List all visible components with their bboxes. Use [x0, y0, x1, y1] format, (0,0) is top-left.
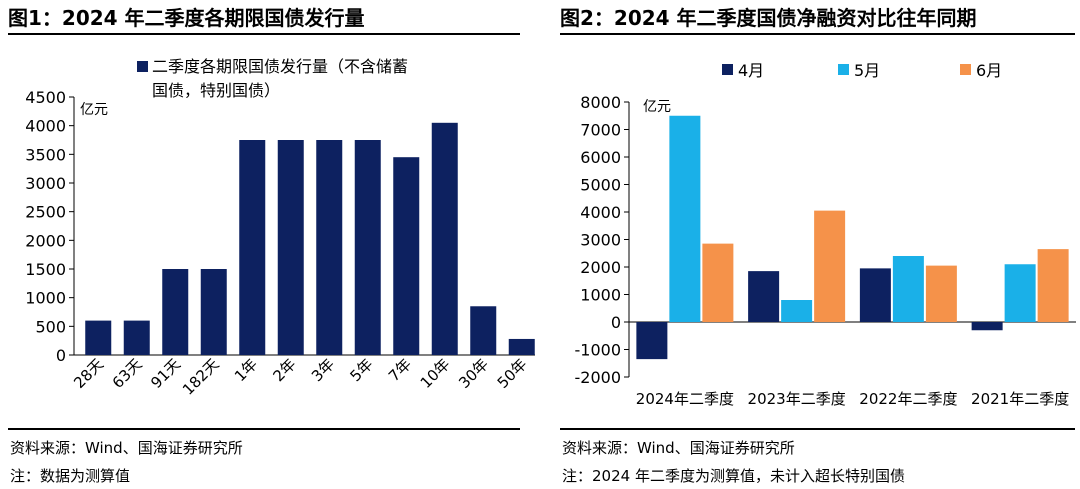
bar: [239, 140, 266, 355]
bar: [669, 115, 701, 322]
y-tick-label: 8000: [580, 93, 621, 112]
bar: [470, 306, 497, 355]
bar: [748, 271, 780, 322]
x-tick-label: 2021年二季度: [971, 390, 1069, 408]
y-tick-label: 2000: [25, 231, 66, 250]
y-tick-label: 4000: [580, 203, 621, 222]
y-tick-label: 4500: [25, 88, 66, 107]
bar: [316, 140, 343, 355]
bar: [636, 322, 668, 360]
right-footnote: 注：2024 年二季度为测算值，未计入超长特别国债: [562, 467, 905, 485]
legend-label: 二季度各期限国债发行量（不含储蓄: [152, 57, 408, 76]
bar: [1004, 264, 1036, 322]
y-tick-label: 1000: [25, 289, 66, 308]
right-bar-chart: -2000 -1000 0 1000 2000 3000 4000 5000 6000 7000 8…: [575, 61, 1076, 408]
y-tick-label: 7000: [580, 121, 621, 140]
y-tick-label: 6000: [580, 148, 621, 167]
y-tick-label: 3000: [25, 174, 66, 193]
y-tick-label: 2000: [580, 258, 621, 277]
x-tick-label: 2024年二季度: [636, 390, 734, 408]
bar: [892, 256, 924, 322]
bar: [781, 300, 813, 322]
legend-swatch: [838, 64, 849, 75]
left-source-note: 资料来源：Wind、国海证券研究所: [10, 439, 243, 457]
legend-swatch: [722, 64, 733, 75]
y-tick-label: 1500: [25, 260, 66, 279]
y-tick-label: 3000: [580, 231, 621, 250]
x-tick-label: 2022年二季度: [859, 390, 957, 408]
bar: [508, 338, 535, 355]
left-footnote: 注：数据为测算值: [10, 467, 131, 485]
y-tick-label: 4000: [25, 117, 66, 136]
y-tick-label: 500: [35, 317, 66, 336]
y-tick-label: -1000: [575, 341, 622, 360]
y-tick-label: 0: [611, 313, 621, 332]
bar: [162, 269, 189, 355]
legend-label: 4月: [738, 61, 764, 80]
right-footer-rule: [560, 428, 1075, 430]
bar: [85, 320, 112, 355]
bar: [431, 122, 458, 355]
legend-label: 6月: [976, 61, 1002, 80]
y-tick-label: 3500: [25, 145, 66, 164]
left-footer-rule: [8, 428, 520, 430]
y-tick-label: 5000: [580, 176, 621, 195]
bar: [393, 157, 420, 355]
bar: [971, 322, 1003, 331]
left-chart-title: 图1：2024 年二季度各期限国债发行量: [8, 6, 365, 30]
legend-swatch: [137, 61, 148, 72]
bar: [354, 140, 381, 355]
y-tick-label: -2000: [575, 368, 622, 387]
y-tick-label: 1000: [580, 286, 621, 305]
bar: [702, 243, 734, 322]
y-tick-label: 2500: [25, 203, 66, 222]
legend-label-continued: 国债，特别国债）: [152, 81, 280, 100]
bar: [123, 320, 150, 355]
right-chart-title: 图2：2024 年二季度国债净融资对比往年同期: [560, 6, 977, 30]
bar: [277, 140, 304, 355]
left-title-rule: [8, 33, 520, 35]
bar: [200, 269, 227, 355]
y-tick-label: 0: [56, 346, 66, 365]
left-bar-chart: 050010001500200025003000350040004500亿元28…: [25, 57, 535, 399]
right-title-rule: [560, 33, 1075, 35]
y-unit-label: 亿元: [643, 99, 671, 115]
bar: [814, 210, 846, 322]
right-source-note: 资料来源：Wind、国海证券研究所: [562, 439, 795, 457]
bar: [1037, 249, 1069, 322]
legend-swatch: [960, 64, 971, 75]
legend-label: 5月: [854, 61, 880, 80]
bar: [859, 268, 891, 322]
x-tick-label: 2023年二季度: [748, 390, 846, 408]
bar: [925, 265, 957, 322]
y-unit-label: 亿元: [80, 102, 108, 118]
